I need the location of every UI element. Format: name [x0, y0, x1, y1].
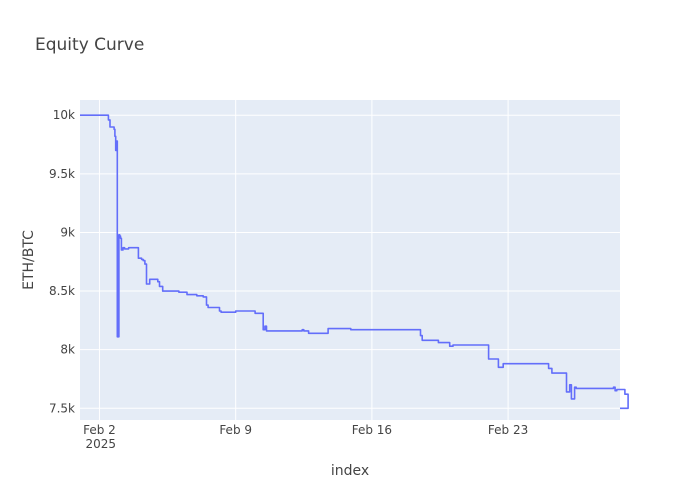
y-tick-label: 8.5k — [49, 284, 75, 298]
x-tick-label: Feb 9 — [219, 423, 252, 437]
y-tick-label: 7.5k — [49, 401, 75, 415]
plot-area — [80, 100, 620, 420]
y-axis-title: ETH/BTC — [21, 230, 37, 290]
x-axis-title: index — [331, 463, 369, 479]
equity-line — [80, 114, 629, 410]
series-group — [80, 114, 629, 410]
x-tick-label: Feb 16 — [352, 423, 392, 437]
chart-title: Equity Curve — [35, 35, 144, 55]
x-tick-year-label: 2025 — [85, 437, 116, 451]
y-tick-label: 10k — [53, 108, 75, 122]
y-tick-label: 9.5k — [49, 167, 75, 181]
x-tick-label: Feb 2 — [83, 423, 116, 437]
y-tick-label: 9k — [60, 225, 75, 239]
x-tick-label: Feb 23 — [488, 423, 528, 437]
y-tick-label: 8k — [60, 343, 75, 357]
